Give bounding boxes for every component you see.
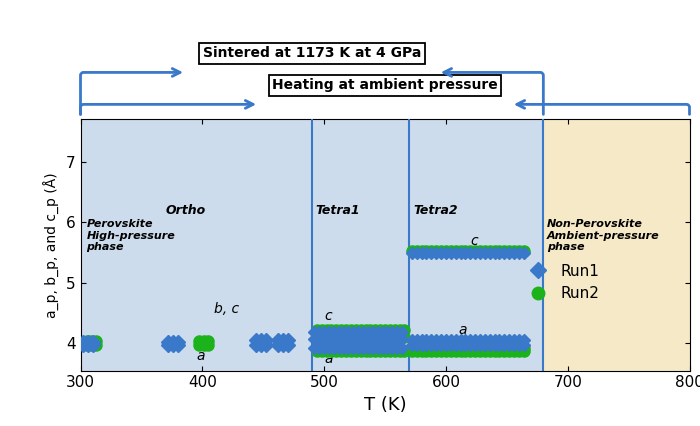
Text: a: a (324, 352, 332, 366)
Text: c: c (324, 309, 332, 323)
Bar (80, 119, 543, 371)
Text: b, c: b, c (214, 302, 239, 316)
Text: Non-Perovskite
Ambient-pressure
phase: Non-Perovskite Ambient-pressure phase (547, 219, 659, 253)
Text: Ortho: Ortho (166, 204, 206, 217)
Text: Tetra1: Tetra1 (316, 204, 360, 217)
Text: Tetra2: Tetra2 (413, 204, 458, 217)
Y-axis label: a_p, b_p, and c_p (Å): a_p, b_p, and c_p (Å) (44, 172, 60, 318)
Text: Sintered at 1173 K at 4 GPa: Sintered at 1173 K at 4 GPa (203, 46, 421, 60)
Text: a: a (196, 349, 204, 363)
X-axis label: T (K): T (K) (364, 396, 406, 414)
Text: c: c (470, 234, 478, 248)
Bar (543, 119, 690, 371)
Text: a: a (458, 323, 467, 337)
Legend: Run1, Run2: Run1, Run2 (517, 258, 606, 308)
Text: Perovskite
High-pressure
phase: Perovskite High-pressure phase (87, 219, 175, 253)
Text: Heating at ambient pressure: Heating at ambient pressure (272, 78, 498, 92)
